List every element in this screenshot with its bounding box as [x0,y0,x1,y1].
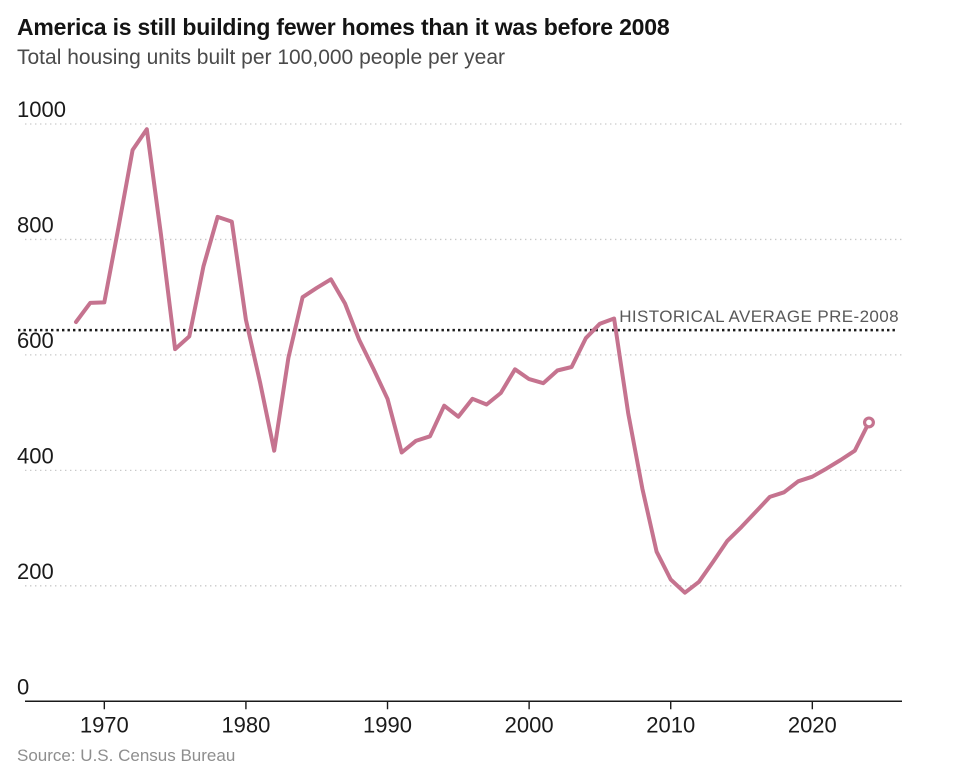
x-axis-label-2010: 2010 [646,712,695,737]
x-axis-label-1970: 1970 [80,712,129,737]
historical-average-label: HISTORICAL AVERAGE PRE-2008 [619,307,899,326]
y-axis-label-200: 200 [17,559,54,584]
y-axis-label-1000: 1000 [17,97,66,122]
y-axis-label-600: 600 [17,328,54,353]
housing-units-line [74,127,871,595]
x-axis-label-2020: 2020 [788,712,837,737]
x-axis-label-1990: 1990 [363,712,412,737]
y-axis-label-0: 0 [17,674,29,699]
page-title: America is still building fewer homes th… [17,14,670,40]
page-subtitle: Total housing units built per 100,000 pe… [17,46,506,69]
source-note: Source: U.S. Census Bureau [17,746,236,765]
end-point-marker [862,416,875,429]
x-axis-label-2000: 2000 [505,712,554,737]
y-axis-label-400: 400 [17,443,54,468]
x-axis-label-1980: 1980 [221,712,270,737]
y-axis-label-800: 800 [17,212,54,237]
